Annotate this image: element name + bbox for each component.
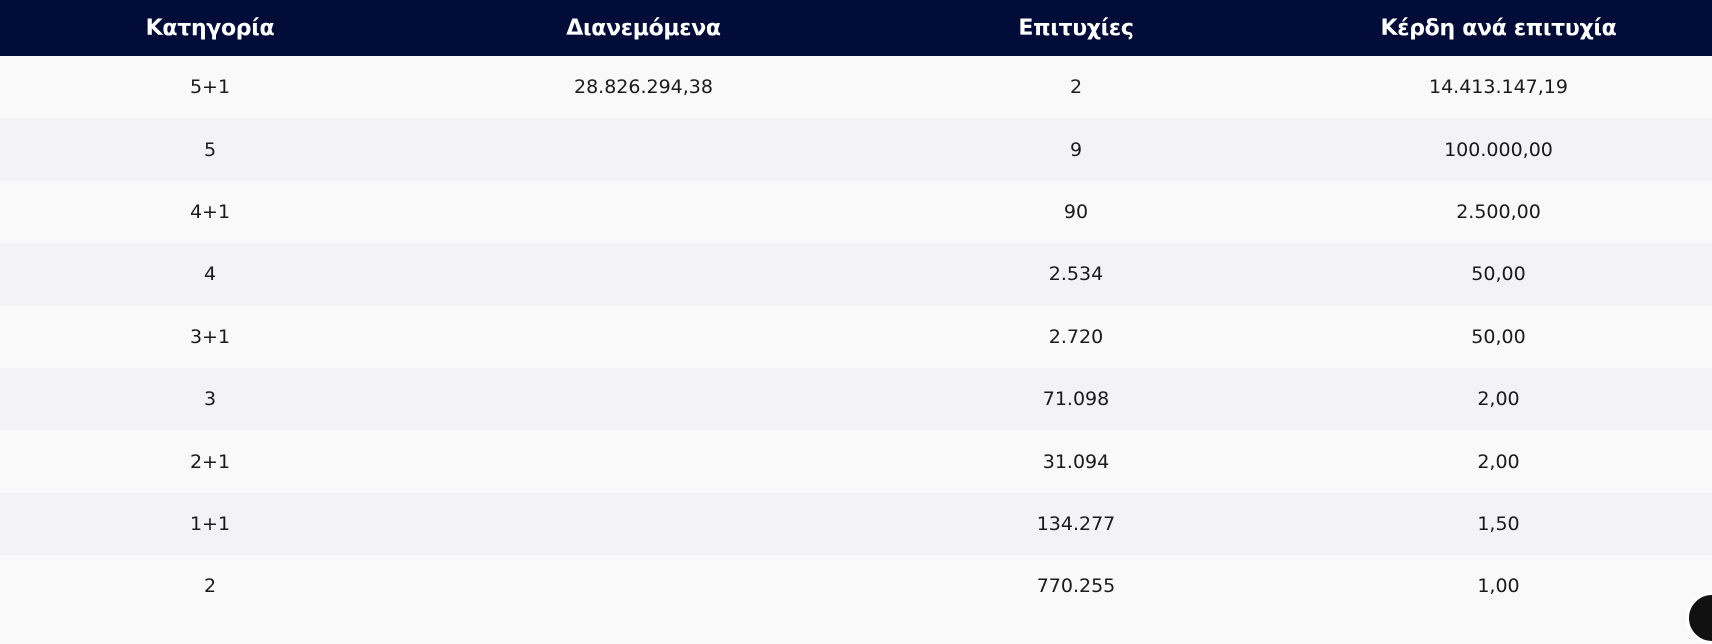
cell-prize: 2.500,00 [1285,181,1712,243]
cell-winners: 2 [867,56,1285,118]
cell-category: 5 [0,118,420,180]
cell-distributed [420,181,867,243]
cell-category: 3 [0,368,420,430]
table-row: 1+1 134.277 1,50 [0,493,1712,555]
cell-winners: 71.098 [867,368,1285,430]
prize-results-table: Κατηγορία Διανεμόμενα Επιτυχίες Κέρδη αν… [0,0,1712,618]
cell-prize: 2,00 [1285,430,1712,492]
cell-category: 3+1 [0,306,420,368]
cell-category: 2 [0,555,420,617]
cell-distributed [420,118,867,180]
cell-distributed [420,430,867,492]
cell-category: 1+1 [0,493,420,555]
cell-prize: 14.413.147,19 [1285,56,1712,118]
cell-distributed [420,493,867,555]
header-winners: Επιτυχίες [867,0,1285,56]
cell-category: 5+1 [0,56,420,118]
cell-category: 4+1 [0,181,420,243]
table-row: 3+1 2.720 50,00 [0,306,1712,368]
cell-distributed: 28.826.294,38 [420,56,867,118]
header-category: Κατηγορία [0,0,420,56]
table-row: 2+1 31.094 2,00 [0,430,1712,492]
cell-winners: 134.277 [867,493,1285,555]
cell-winners: 2.534 [867,243,1285,305]
cell-prize: 1,00 [1285,555,1712,617]
table-header-row: Κατηγορία Διανεμόμενα Επιτυχίες Κέρδη αν… [0,0,1712,56]
table-row: 4+1 90 2.500,00 [0,181,1712,243]
cell-category: 2+1 [0,430,420,492]
cell-distributed [420,368,867,430]
cell-distributed [420,243,867,305]
cell-prize: 50,00 [1285,243,1712,305]
cell-prize: 50,00 [1285,306,1712,368]
cell-winners: 90 [867,181,1285,243]
table-row: 2 770.255 1,00 [0,555,1712,617]
table-row: 5 9 100.000,00 [0,118,1712,180]
header-distributed: Διανεμόμενα [420,0,867,56]
table-row: 3 71.098 2,00 [0,368,1712,430]
cell-winners: 9 [867,118,1285,180]
cell-prize: 100.000,00 [1285,118,1712,180]
table-row: 4 2.534 50,00 [0,243,1712,305]
header-prize-per-winner: Κέρδη ανά επιτυχία [1285,0,1712,56]
cell-category: 4 [0,243,420,305]
cell-distributed [420,555,867,617]
table-row: 5+1 28.826.294,38 2 14.413.147,19 [0,56,1712,118]
cell-winners: 31.094 [867,430,1285,492]
cell-winners: 2.720 [867,306,1285,368]
cell-prize: 1,50 [1285,493,1712,555]
cell-distributed [420,306,867,368]
cell-winners: 770.255 [867,555,1285,617]
cell-prize: 2,00 [1285,368,1712,430]
